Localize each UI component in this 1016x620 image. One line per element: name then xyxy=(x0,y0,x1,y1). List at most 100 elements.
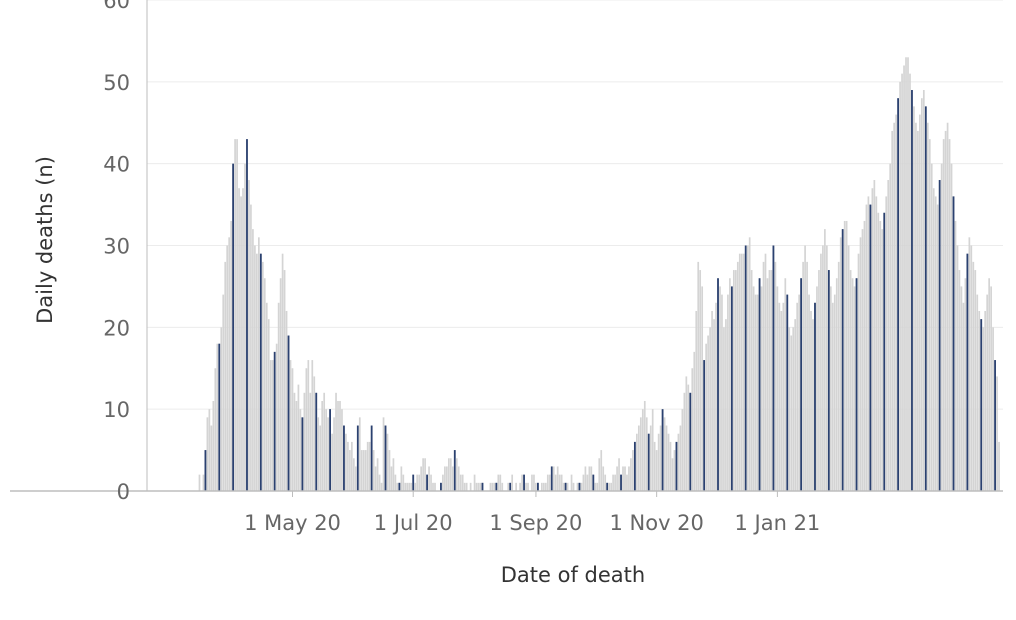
daily-bar xyxy=(422,458,424,491)
daily-bar xyxy=(202,474,205,491)
daily-bar xyxy=(519,482,521,491)
daily-bar xyxy=(256,253,258,491)
daily-bar xyxy=(677,433,680,491)
daily-bar xyxy=(895,114,897,491)
daily-bar xyxy=(907,57,909,491)
weekly-bar xyxy=(453,450,456,491)
daily-bar xyxy=(618,458,620,491)
daily-bar xyxy=(263,278,266,491)
daily-bar xyxy=(958,270,961,491)
daily-bar xyxy=(378,474,381,491)
daily-bar xyxy=(596,482,599,491)
daily-bar xyxy=(283,270,286,491)
daily-bar xyxy=(224,261,227,491)
weekly-bar xyxy=(827,270,830,491)
daily-bar xyxy=(267,319,270,491)
daily-bar xyxy=(297,384,300,491)
daily-bar xyxy=(214,368,217,491)
weekly-bar xyxy=(426,474,428,491)
daily-bar xyxy=(388,450,391,491)
daily-bar xyxy=(347,441,349,491)
daily-bar xyxy=(562,482,565,491)
daily-bar xyxy=(275,343,278,491)
daily-bar xyxy=(857,253,860,491)
daily-bar xyxy=(527,482,529,491)
daily-bar xyxy=(390,466,393,491)
daily-bar xyxy=(416,474,419,491)
daily-bar xyxy=(473,474,476,491)
daily-bar xyxy=(636,433,638,491)
daily-bar xyxy=(598,458,601,491)
daily-bar xyxy=(750,270,753,491)
daily-bar xyxy=(727,294,729,491)
daily-bar xyxy=(442,474,444,491)
daily-bar xyxy=(501,482,504,491)
daily-bar xyxy=(428,466,430,491)
daily-bar xyxy=(541,482,543,491)
daily-bar xyxy=(944,130,947,491)
daily-bar xyxy=(533,474,535,491)
daily-bar xyxy=(358,417,361,491)
weekly-bar xyxy=(384,425,387,491)
daily-bar xyxy=(594,482,597,491)
daily-bar xyxy=(584,466,587,491)
daily-bar xyxy=(612,474,614,491)
daily-bar xyxy=(254,245,256,491)
y-tick-label: 30 xyxy=(103,235,130,259)
daily-bar xyxy=(616,466,618,491)
daily-bar xyxy=(548,474,551,491)
daily-bar xyxy=(928,139,931,491)
daily-bar xyxy=(434,482,436,491)
weekly-bar xyxy=(952,196,955,491)
daily-bar xyxy=(364,450,367,491)
daily-bar xyxy=(790,335,793,491)
daily-bar xyxy=(806,261,808,491)
daily-bar xyxy=(305,368,308,491)
daily-bar xyxy=(198,474,201,491)
daily-bar xyxy=(206,417,209,491)
daily-bar xyxy=(754,294,757,491)
daily-bar xyxy=(269,360,272,491)
daily-bar xyxy=(719,286,721,491)
daily-bar xyxy=(729,278,731,491)
daily-bar xyxy=(863,220,866,491)
daily-bar xyxy=(964,278,967,491)
daily-bar xyxy=(669,441,672,491)
daily-bar xyxy=(566,482,569,491)
daily-bar xyxy=(448,458,450,491)
weekly-bar xyxy=(550,466,553,491)
daily-bar xyxy=(628,466,630,491)
daily-bar xyxy=(861,229,864,491)
daily-bar xyxy=(341,409,343,491)
daily-bar xyxy=(475,482,478,491)
weekly-bar xyxy=(758,278,761,491)
weekly-bar xyxy=(578,482,581,491)
daily-bar xyxy=(820,253,822,491)
daily-bar xyxy=(354,466,357,491)
daily-bar xyxy=(252,229,254,491)
daily-bar xyxy=(222,294,225,491)
daily-bar xyxy=(984,310,987,491)
daily-bar xyxy=(679,425,682,491)
daily-bar xyxy=(360,450,363,491)
daily-bar xyxy=(782,302,785,491)
daily-bar xyxy=(707,335,709,491)
daily-bar xyxy=(826,245,828,491)
daily-bar xyxy=(788,327,791,491)
daily-bar xyxy=(922,90,925,492)
daily-bar xyxy=(404,482,407,491)
daily-bar xyxy=(681,409,684,491)
daily-bar xyxy=(705,343,707,491)
weekly-bar xyxy=(398,482,401,491)
daily-bar xyxy=(349,450,351,491)
daily-bar xyxy=(824,229,826,491)
daily-bar xyxy=(901,73,903,492)
daily-bar xyxy=(600,450,603,491)
daily-bar xyxy=(372,450,375,491)
daily-bar xyxy=(590,466,593,491)
weekly-bar xyxy=(911,90,913,492)
bars xyxy=(198,57,1000,492)
y-tick-label: 20 xyxy=(103,316,130,340)
daily-bar xyxy=(244,163,246,492)
daily-bar xyxy=(738,253,741,491)
